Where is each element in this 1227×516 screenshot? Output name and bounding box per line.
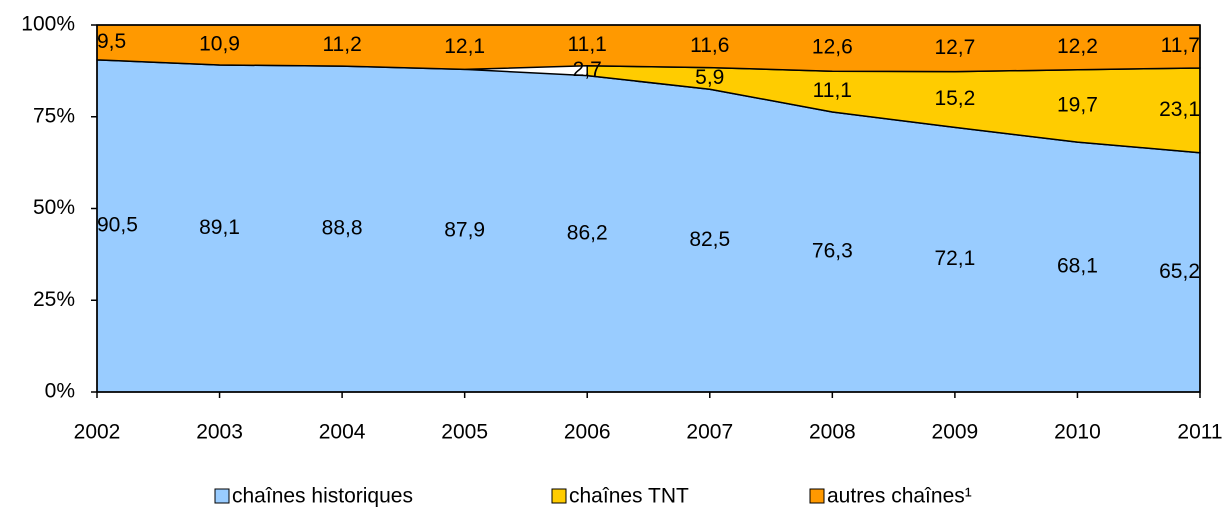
x-tick-label: 2006 [564,421,611,444]
data-label: 10,9 [199,33,240,56]
data-label: 11,7 [1161,34,1200,57]
data-label: 68,1 [1057,255,1098,278]
x-tick-label: 2003 [196,421,243,444]
data-label: 86,2 [567,221,608,244]
data-label: 11,1 [568,33,607,56]
area [96,24,1201,73]
x-tick-label: 2008 [809,421,856,444]
data-label: 12,1 [444,35,485,58]
data-label: 2,7 [573,58,602,81]
x-tick-label: 2004 [319,421,366,444]
legend-swatch [809,488,825,504]
data-label: 87,9 [444,218,485,241]
data-label: 9,5 [97,30,126,53]
data-label: 5,9 [695,66,724,89]
x-tick-label: 2005 [441,421,488,444]
y-tick-label: 100% [21,13,75,36]
data-label: 15,2 [934,87,975,110]
x-tick-label: 2010 [1054,421,1101,444]
legend-swatch [214,488,230,504]
data-label: 88,8 [322,217,363,240]
legend-label: chaînes historiques [232,485,413,508]
data-label: 12,7 [934,36,975,59]
x-tick-label: 2002 [74,421,121,444]
data-label: 11,1 [813,79,852,102]
data-label: 11,2 [322,33,361,56]
data-label: 12,6 [812,36,853,59]
data-label: 82,5 [689,228,730,251]
legend-label: chaînes TNT [569,485,689,508]
legend-swatch [551,488,567,504]
y-tick-label: 50% [33,196,75,219]
legend-label: autres chaînes¹ [827,485,972,508]
x-tick-label: 2011 [1177,421,1222,444]
data-label: 76,3 [812,240,853,263]
data-label: 11,6 [690,34,729,57]
data-label: 72,1 [934,247,975,270]
data-label: 12,2 [1057,35,1098,58]
data-label: 23,1 [1159,98,1200,121]
data-label: 89,1 [199,216,240,239]
y-tick-label: 75% [33,104,75,127]
data-label: 19,7 [1057,93,1098,116]
x-tick-label: 2009 [932,421,979,444]
y-tick-label: 0% [45,380,75,403]
y-tick-label: 25% [33,288,75,311]
x-tick-label: 2007 [686,421,733,444]
data-label: 90,5 [97,213,138,236]
data-label: 65,2 [1159,260,1200,283]
